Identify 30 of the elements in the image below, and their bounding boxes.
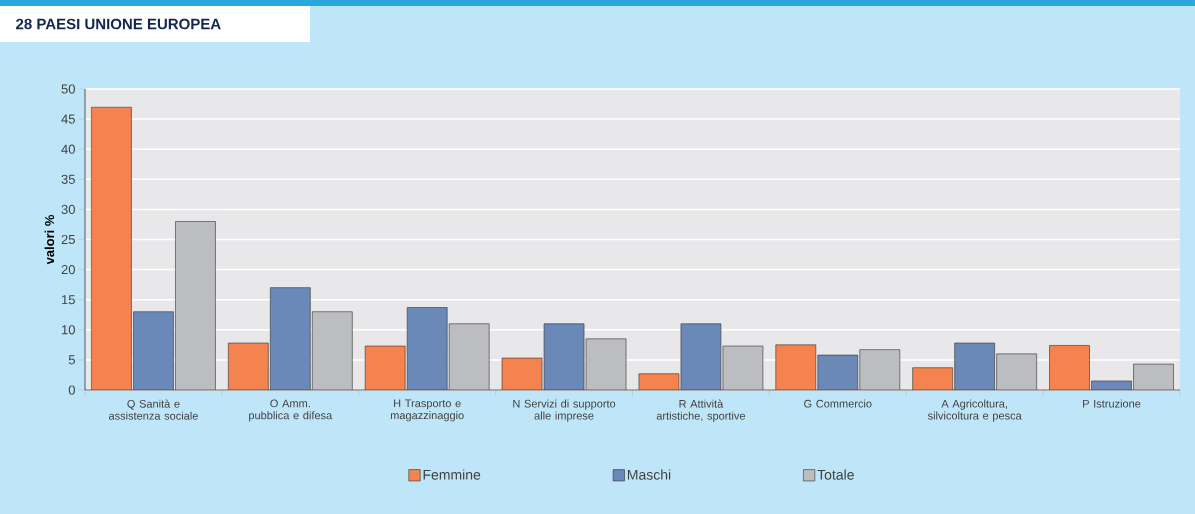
bar <box>91 106 132 390</box>
x-tick-label: O Amm. pubblica e difesa <box>249 399 333 422</box>
y-tick-label: 5 <box>68 355 75 365</box>
x-tick-label: P Istruzione <box>1083 399 1141 408</box>
bar <box>912 367 953 390</box>
y-tick-label: 0 <box>68 385 75 395</box>
y-tick-label: 40 <box>61 144 75 154</box>
y-tick-label: 25 <box>61 234 75 245</box>
y-tick-label: 30 <box>61 204 75 214</box>
bar <box>228 342 269 390</box>
y-tick-label: 50 <box>61 84 75 94</box>
x-tick-label: R Attività artistiche, sportive <box>656 399 746 422</box>
y-tick-label: 35 <box>61 174 75 184</box>
bar <box>1049 345 1090 390</box>
x-tick-label: N Servizi di supporto alle imprese <box>513 399 616 422</box>
legend-label: Femmine <box>423 469 481 480</box>
x-tick-label: A Agricoltura, silvicoltura e pesca <box>927 399 1022 422</box>
legend-label: Totale <box>817 469 854 480</box>
y-axis-title: valori % <box>44 214 55 265</box>
bar <box>775 344 817 390</box>
x-tick-label: G Commercio <box>804 399 872 408</box>
chart-title: 28 PAESI UNIONE EUROPEA <box>16 18 221 30</box>
legend-label: Maschi <box>627 469 671 480</box>
y-tick-label: 10 <box>62 325 75 335</box>
y-tick-label: 20 <box>61 264 75 275</box>
x-tick-label: Q Sanità e assistenza sociale <box>108 399 198 420</box>
x-tick-label: H Trasporto e magazzinaggio <box>390 399 464 422</box>
bar <box>364 345 406 390</box>
y-tick-label: 15 <box>62 295 75 305</box>
y-tick-label: 45 <box>61 114 75 124</box>
